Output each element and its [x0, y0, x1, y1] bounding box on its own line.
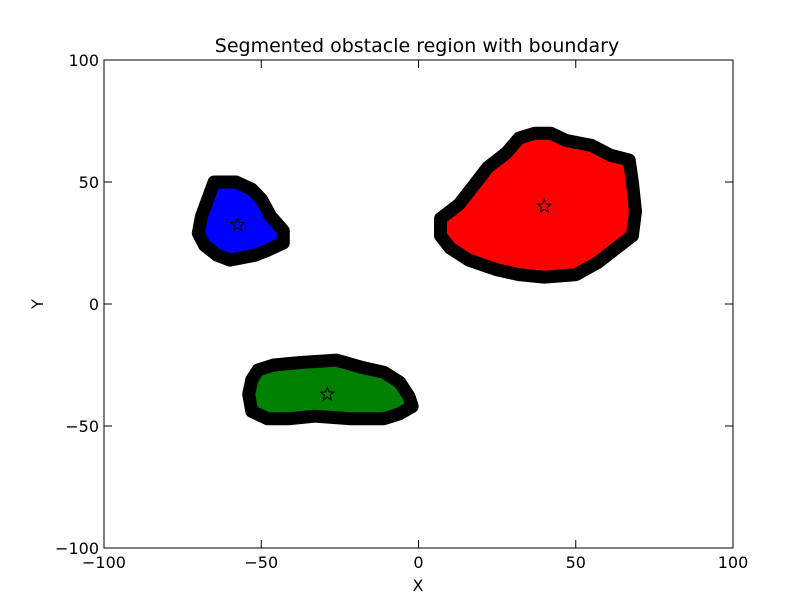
region-2-centroid-star: [319, 385, 336, 402]
region-2-area: [242, 353, 419, 426]
x-tick-label: 0: [413, 553, 423, 572]
x-tick-label: −100: [82, 553, 126, 572]
region-0-centroid-star: [536, 198, 553, 214]
y-tick-label: −50: [65, 417, 99, 436]
region-1: [191, 175, 290, 267]
region-2: [242, 353, 419, 426]
x-tick-label: −50: [244, 553, 278, 572]
region-0: [434, 126, 642, 284]
x-tick-label: 100: [718, 553, 749, 572]
ticks-layer: −100 −50 0 50 100 −100 −50 0 50 100: [55, 51, 748, 572]
y-axis-label: Y: [28, 299, 47, 310]
region-1-centroid-star: [229, 216, 246, 232]
region-1-area: [191, 175, 290, 267]
chart-title: Segmented obstacle region with boundary: [215, 35, 619, 57]
regions-layer: [191, 126, 642, 426]
y-tick-label: −100: [55, 539, 99, 558]
y-tick-label: 50: [79, 173, 99, 192]
y-tick-label: 0: [89, 295, 99, 314]
region-0-area: [434, 126, 642, 284]
x-tick-label: 50: [566, 553, 586, 572]
y-tick-label: 100: [68, 51, 99, 70]
x-axis-label: X: [413, 576, 424, 595]
